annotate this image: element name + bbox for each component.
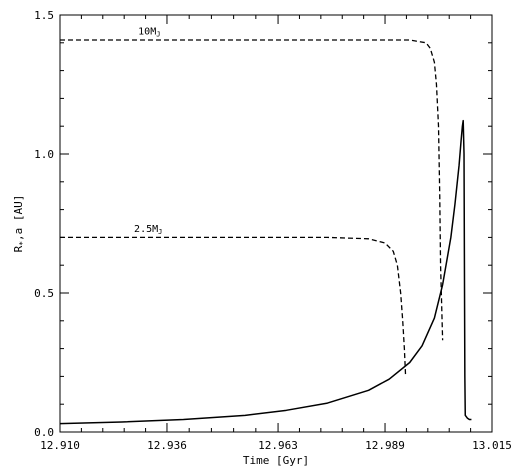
series-annotation: 10MJ xyxy=(138,26,160,38)
plot-frame xyxy=(59,14,493,433)
y-axis-label-main: R xyxy=(12,245,25,252)
series-dashed-line-2 xyxy=(60,236,407,377)
x-tick-label: 12.989 xyxy=(365,439,405,452)
y-tick-label: 0.0 xyxy=(34,426,54,439)
y-axis-label-sub: * xyxy=(18,241,27,246)
tick-labels: 12.910 12.936 12.963 12.989 13.015 0.0 0.5 1.0 1… xyxy=(34,9,512,452)
y-tick-label: 0.5 xyxy=(34,287,54,300)
series-dashed-line-1 xyxy=(60,39,444,341)
series-group xyxy=(59,39,472,425)
x-tick-label: 12.963 xyxy=(258,439,298,452)
annotations: 10MJ 2.5MJ xyxy=(134,26,162,235)
y-axis-label-rest: ,a [AU] xyxy=(12,195,25,241)
x-axis-label: Time [Gyr] xyxy=(243,454,309,467)
x-tick-label: 13.015 xyxy=(472,439,512,452)
x-tick-label: 12.936 xyxy=(147,439,187,452)
y-tick-label: 1.0 xyxy=(34,148,54,161)
y-axis-label: R*,a [AU] xyxy=(12,195,27,253)
y-tick-label: 1.5 xyxy=(34,9,54,22)
series-annotation: 2.5MJ xyxy=(134,224,162,236)
x-tick-label: 12.910 xyxy=(40,439,80,452)
axis-ticks xyxy=(59,14,493,433)
series-solid-line xyxy=(59,119,472,425)
